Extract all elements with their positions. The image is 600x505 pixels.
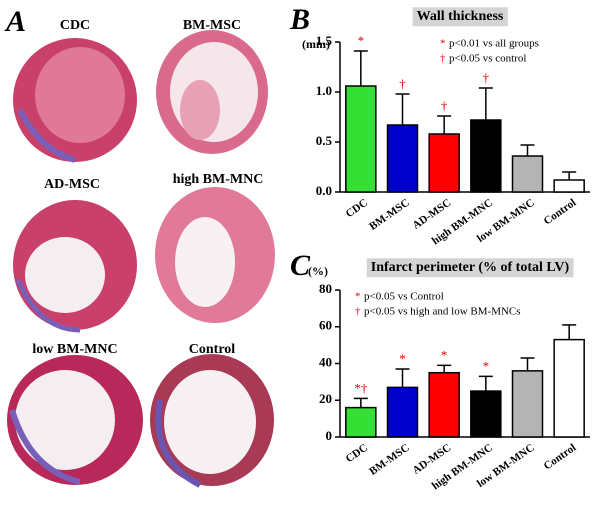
bar <box>470 390 502 438</box>
image-label: low BM-MNC <box>32 342 117 357</box>
significance-marker: *† <box>354 380 368 395</box>
y-tick-label: 0 <box>326 428 333 443</box>
y-tick-label: 20 <box>319 391 332 406</box>
y-tick-label: 0.5 <box>316 133 333 148</box>
note-text: p<0.05 vs high and low BM-MNCs <box>364 306 521 318</box>
chart-title: Wall thickness <box>417 9 504 24</box>
y-tick-label: 60 <box>319 318 332 333</box>
significance-marker: † <box>441 98 448 113</box>
title-box <box>412 7 508 27</box>
y-unit: (%) <box>308 264 328 278</box>
significance-marker: * <box>358 33 365 48</box>
x-tick-label: Control <box>542 197 579 228</box>
significance-marker: † <box>399 76 406 91</box>
bar <box>511 155 544 193</box>
significance-marker: † <box>483 70 490 85</box>
chart-title: Infarct perimeter (% of total LV) <box>371 260 570 275</box>
y-tick-label: 1.0 <box>316 83 332 98</box>
image-label: AD-MSC <box>44 177 100 192</box>
bar <box>345 406 377 438</box>
bar <box>553 338 585 438</box>
y-tick-label: 1.5 <box>316 33 333 48</box>
bar <box>553 179 585 193</box>
image-label: CDC <box>60 18 90 33</box>
bar <box>470 119 502 193</box>
panel-label: C <box>290 249 311 282</box>
bar <box>428 133 460 193</box>
note-text: p<0.05 vs Control <box>364 291 444 303</box>
bar <box>386 386 419 438</box>
x-tick-label: BM-MSC <box>367 197 411 233</box>
significance-marker: * <box>483 358 490 373</box>
y-tick-label: 40 <box>319 354 332 369</box>
note-symbol: † <box>355 306 361 318</box>
note-text: p<0.01 vs all groups <box>449 38 539 50</box>
x-tick-label: CDC <box>344 442 370 466</box>
bar <box>345 85 377 193</box>
note-symbol: * <box>440 38 446 50</box>
panel-label: B <box>289 3 310 36</box>
note-symbol: * <box>355 291 361 303</box>
x-tick-label: Control <box>542 442 579 473</box>
bar <box>386 124 419 193</box>
x-tick-label: BM-MSC <box>367 442 411 478</box>
y-tick-label: 0.0 <box>316 183 332 198</box>
image-label: high BM-MNC <box>173 172 264 187</box>
histology-images <box>7 30 275 488</box>
significance-marker: * <box>441 347 448 362</box>
panel-label: A <box>4 5 26 38</box>
y-unit: (mm) <box>302 37 330 51</box>
image-label: Control <box>189 342 236 357</box>
image-label: BM-MSC <box>183 18 241 33</box>
x-tick-label: CDC <box>344 197 370 221</box>
bar <box>428 371 460 438</box>
bar <box>511 370 544 438</box>
y-tick-label: 80 <box>319 281 332 296</box>
note-text: p<0.05 vs control <box>449 53 526 65</box>
title-box <box>366 258 574 278</box>
significance-marker: * <box>399 351 406 366</box>
note-symbol: † <box>440 53 446 65</box>
